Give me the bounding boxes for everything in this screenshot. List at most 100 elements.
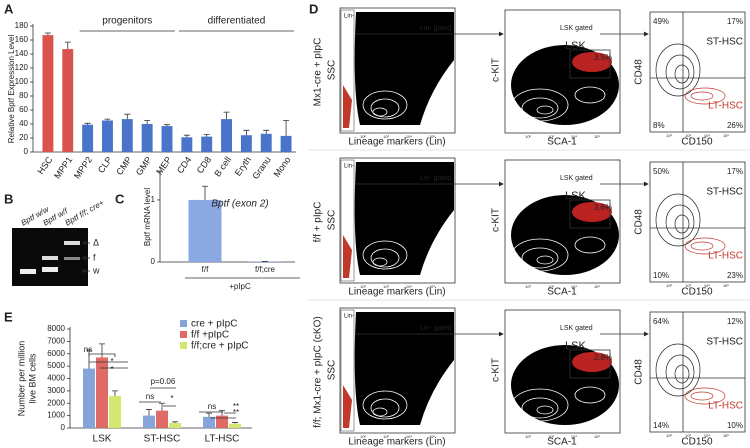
lane-label: Bptf f/f; cre+ [64, 198, 106, 228]
axis-label: SSC [327, 360, 338, 381]
quadrant-percent: 64% [653, 317, 669, 326]
error-bar [112, 390, 118, 396]
gate-label: Lin- [344, 164, 354, 170]
quadrant-percent: 14% [653, 421, 669, 430]
error-bar [84, 122, 91, 125]
population-label: ST-HSC [706, 337, 743, 348]
plot-frame [649, 311, 746, 433]
log-tick-label: 10⁵ [429, 284, 435, 289]
panel-label: E [4, 309, 13, 324]
plot-frame [339, 157, 456, 284]
contour [690, 391, 714, 401]
significance: ns [208, 402, 216, 411]
error-bar [202, 185, 208, 200]
error-bar [144, 120, 151, 124]
log-tick-label: 10² [360, 434, 366, 439]
contour [511, 88, 569, 122]
error-bar [86, 349, 92, 369]
y-tick-label: 1000 [47, 411, 65, 420]
error-bar [159, 402, 165, 411]
quadrant-percent: 10% [727, 421, 743, 430]
gel-band [64, 257, 80, 260]
plot-frame [649, 161, 746, 283]
gate-label: LSK [565, 40, 586, 52]
panel-label: C [115, 191, 125, 206]
contour [574, 386, 606, 404]
log-tick-label: 10⁵ [723, 133, 729, 138]
contour [521, 247, 559, 269]
gate-label: LSK gated [560, 325, 593, 332]
band-label: w [92, 265, 100, 275]
y-tick-label: 3000 [47, 386, 65, 395]
group-label: progenitors [102, 16, 152, 27]
quadrant-percent: 49% [653, 17, 669, 26]
bar [42, 35, 54, 152]
red-dots [343, 385, 352, 428]
y-axis-label: Number per million [16, 341, 26, 417]
band-label: f [93, 252, 96, 262]
group-label: differentiated [208, 16, 266, 27]
quadrant-percent: 23% [727, 271, 743, 280]
dot-cloud [354, 12, 454, 125]
row-label: f/f; Mx1-cre + pIpC (cKO) [313, 316, 324, 427]
bar [161, 126, 173, 152]
contour [372, 407, 388, 417]
axis-label: SSC [327, 60, 338, 81]
log-tick-label: 10⁴ [406, 284, 412, 289]
bar [121, 119, 133, 152]
contour [684, 87, 726, 105]
plot-frame [649, 11, 746, 133]
bar [109, 395, 121, 428]
y-tick-label: 40 [19, 119, 28, 128]
bar [216, 415, 228, 428]
band-label: Δ [93, 237, 99, 247]
significance: * [110, 365, 113, 374]
axis-label: Lineage markers (Lin) [348, 287, 445, 298]
population-label: ST-HSC [706, 187, 743, 198]
gate-label: Lin- gated [420, 325, 451, 332]
gate-percent: 3.6% [594, 203, 612, 212]
y-tick-label: 180 [15, 21, 29, 30]
y-tick-label: 120 [15, 63, 29, 72]
y-tick-label: 1 [151, 195, 156, 204]
axis-label: CD150 [681, 137, 713, 148]
error-bar [172, 421, 178, 424]
x-tick-label: MEP [154, 155, 173, 177]
error-bar [164, 124, 170, 127]
error-bar [146, 409, 152, 416]
log-tick-label: 10² [525, 134, 531, 139]
quadrant-percent: 50% [653, 167, 669, 176]
axis-label: SCA-1 [547, 287, 577, 298]
gate-label: LSK gated [560, 175, 593, 182]
contour [574, 236, 606, 254]
gate [569, 199, 611, 229]
bar [96, 357, 108, 428]
log-tick-label: 10³ [685, 433, 691, 438]
error-bar [104, 118, 111, 121]
bar [188, 199, 222, 262]
error-bar [283, 120, 290, 136]
gate-percent: 3.5% [594, 53, 612, 62]
log-tick-label: 10⁵ [594, 134, 600, 139]
plot-frame [339, 307, 456, 434]
error-bar [206, 412, 212, 417]
gate [340, 9, 355, 132]
y-tick-label: 100 [15, 77, 29, 86]
legend-swatch [180, 342, 187, 349]
contour [372, 107, 388, 117]
error-bar [223, 111, 230, 120]
contour [655, 343, 701, 397]
error-bar [263, 129, 270, 134]
log-tick-label: 10³ [383, 284, 389, 289]
x-tick-label: Mono [272, 155, 293, 179]
red-dots [572, 52, 612, 72]
red-dots [572, 202, 612, 222]
bar [83, 368, 95, 428]
y-tick-label: 2000 [47, 398, 65, 407]
contour [536, 255, 554, 265]
legend-swatch [180, 331, 187, 338]
bracket [88, 353, 236, 419]
y-axis-label: Relative Bptf Expression Level [7, 35, 16, 144]
panel-label: B [4, 191, 13, 206]
population-label: LT-HSC [708, 401, 743, 412]
